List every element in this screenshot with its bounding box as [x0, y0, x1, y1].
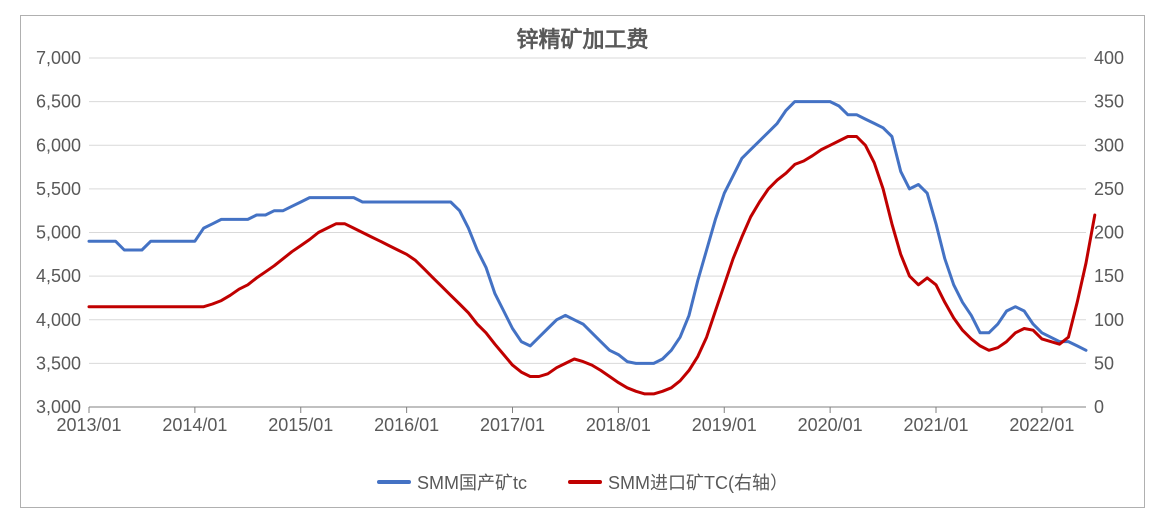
svg-text:7,000: 7,000 [36, 48, 81, 68]
legend-item-import: SMM进口矿TC(右轴） [568, 469, 788, 495]
svg-text:300: 300 [1094, 135, 1124, 155]
svg-text:2015/01: 2015/01 [268, 415, 333, 435]
chart-container: 锌精矿加工费 3,0003,5004,0004,5005,0005,5006,0… [0, 0, 1165, 523]
svg-text:250: 250 [1094, 179, 1124, 199]
legend: SMM国产矿tc SMM进口矿TC(右轴） [21, 468, 1144, 495]
svg-text:2021/01: 2021/01 [903, 415, 968, 435]
svg-text:2017/01: 2017/01 [480, 415, 545, 435]
chart-frame: 锌精矿加工费 3,0003,5004,0004,5005,0005,5006,0… [20, 15, 1145, 508]
svg-text:4,500: 4,500 [36, 266, 81, 286]
svg-text:0: 0 [1094, 397, 1104, 417]
chart-title: 锌精矿加工费 [21, 22, 1144, 54]
svg-text:2016/01: 2016/01 [374, 415, 439, 435]
legend-item-domestic: SMM国产矿tc [377, 469, 527, 495]
svg-text:5,500: 5,500 [36, 179, 81, 199]
svg-text:200: 200 [1094, 223, 1124, 243]
legend-swatch-import [568, 480, 602, 484]
series-line [89, 137, 1095, 394]
svg-text:3,000: 3,000 [36, 397, 81, 417]
chart-svg: 3,0003,5004,0004,5005,0005,5006,0006,500… [89, 58, 1086, 407]
svg-text:3,500: 3,500 [36, 353, 81, 373]
svg-text:2019/01: 2019/01 [692, 415, 757, 435]
legend-label-import: SMM进口矿TC(右轴） [608, 469, 788, 495]
legend-swatch-domestic [377, 480, 411, 484]
svg-text:6,000: 6,000 [36, 135, 81, 155]
svg-text:50: 50 [1094, 353, 1114, 373]
legend-label-domestic: SMM国产矿tc [417, 469, 527, 495]
svg-text:4,000: 4,000 [36, 310, 81, 330]
svg-text:6,500: 6,500 [36, 92, 81, 112]
svg-text:2013/01: 2013/01 [56, 415, 121, 435]
svg-text:2014/01: 2014/01 [162, 415, 227, 435]
svg-text:5,000: 5,000 [36, 223, 81, 243]
plot-area: 3,0003,5004,0004,5005,0005,5006,0006,500… [89, 58, 1086, 407]
svg-text:2020/01: 2020/01 [798, 415, 863, 435]
svg-text:400: 400 [1094, 48, 1124, 68]
svg-text:150: 150 [1094, 266, 1124, 286]
svg-text:2018/01: 2018/01 [586, 415, 651, 435]
svg-text:350: 350 [1094, 92, 1124, 112]
svg-text:2022/01: 2022/01 [1009, 415, 1074, 435]
svg-text:100: 100 [1094, 310, 1124, 330]
